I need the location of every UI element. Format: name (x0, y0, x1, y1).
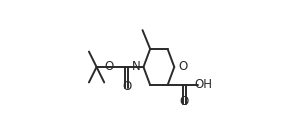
Text: O: O (122, 80, 131, 93)
Text: N: N (132, 60, 141, 73)
Text: O: O (105, 60, 114, 73)
Text: O: O (180, 95, 189, 108)
Text: OH: OH (195, 78, 213, 91)
Text: O: O (178, 60, 187, 73)
